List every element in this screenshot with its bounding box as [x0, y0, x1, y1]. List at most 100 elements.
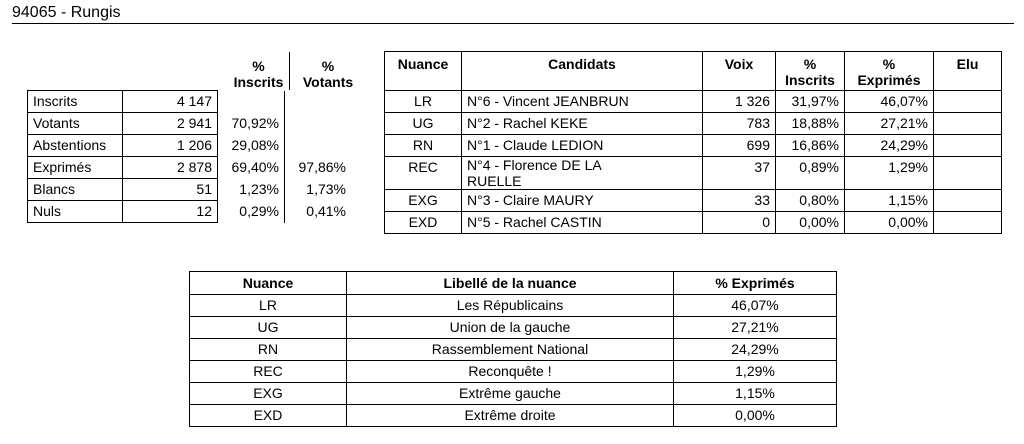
cell-pct-exprimes: 1,29%	[673, 360, 837, 383]
row-pct-votants: 0,41%	[284, 200, 351, 223]
cell-nuance: EXG	[384, 189, 462, 212]
cell-pct-exprimes: 24,29%	[673, 338, 837, 361]
cell-pct-inscrits: 0,00%	[775, 211, 845, 234]
col-pct-inscrits: % Inscrits	[775, 51, 845, 91]
cell-candidate: N°6 - Vincent JEANBRUN	[461, 90, 703, 113]
col-nuance: Nuance	[384, 51, 462, 91]
table-row: REC N°4 - Florence DE LA RUELLE 37 0,89%…	[384, 156, 1002, 190]
table-row: Nuls 12 0,29% 0,41%	[27, 200, 351, 223]
table-row: RN Rassemblement National 24,29%	[189, 338, 837, 361]
cell-elu	[933, 134, 1002, 157]
cell-pct-exprimes: 1,29%	[844, 156, 934, 190]
row-label: Exprimés	[27, 156, 123, 179]
cell-elu	[933, 90, 1002, 113]
row-pct-inscrits: 70,92%	[231, 115, 279, 131]
cell-nuance: UG	[384, 112, 462, 135]
page-title: 94065 - Rungis	[12, 4, 121, 21]
cell-nuance: UG	[189, 316, 347, 339]
table-row: LR Les Républicains 46,07%	[189, 294, 837, 317]
cell-pct-inscrits: 0,89%	[775, 156, 845, 190]
inscrits-label: Inscrits	[785, 72, 835, 88]
col-pct-exprimes: % Exprimés	[673, 271, 837, 295]
summary-header: % Inscrits % Votants	[25, 52, 363, 91]
cell-nuance: REC	[189, 360, 347, 383]
cell-voix: 699	[702, 134, 776, 157]
pct-symbol: %	[252, 58, 265, 74]
table-row: Inscrits 4 147	[27, 90, 351, 113]
candidates-table: Nuance Candidats Voix % Inscrits % Expri…	[384, 51, 1002, 234]
table-row: EXD Extrême droite 0,00%	[189, 404, 837, 427]
cell-voix: 33	[702, 189, 776, 212]
cell-pct-exprimes: 27,21%	[673, 316, 837, 339]
cell-pct-inscrits: 16,86%	[775, 134, 845, 157]
col-nuance: Nuance	[189, 271, 347, 295]
pct-symbol: %	[882, 56, 896, 72]
cell-pct-exprimes: 1,15%	[844, 189, 934, 212]
cell-nuance: RN	[384, 134, 462, 157]
votants-label: Votants	[302, 74, 354, 90]
row-label: Inscrits	[27, 90, 123, 113]
row-pct-votants: 97,86%	[284, 156, 351, 179]
table-row: UG Union de la gauche 27,21%	[189, 316, 837, 339]
summary-header-pct-votants: % Votants	[293, 52, 363, 91]
col-candidats: Candidats	[461, 51, 703, 91]
table-row: LR N°6 - Vincent JEANBRUN 1 326 31,97% 4…	[384, 90, 1002, 113]
table-row: REC Reconquête ! 1,29%	[189, 360, 837, 383]
cell-pct-exprimes: 24,29%	[844, 134, 934, 157]
cell-voix: 37	[702, 156, 776, 190]
cell-libelle: Extrême droite	[346, 404, 674, 427]
cell-nuance: EXG	[189, 382, 347, 405]
cell-candidate: N°5 - Rachel CASTIN	[461, 211, 703, 234]
cell-pct-exprimes: 27,21%	[844, 112, 934, 135]
summary-header-divider	[289, 52, 290, 90]
row-pct-inscrits	[218, 91, 285, 113]
cell-pct-exprimes: 1,15%	[673, 382, 837, 405]
cell-candidate: N°3 - Claire MAURY	[461, 189, 703, 212]
title-divider	[12, 23, 1014, 24]
cell-candidate: N°2 - Rachel KEKE	[461, 112, 703, 135]
cell-candidate: N°1 - Claude LEDION	[461, 134, 703, 157]
table-row: UG N°2 - Rachel KEKE 783 18,88% 27,21%	[384, 112, 1002, 135]
row-label: Abstentions	[27, 134, 123, 157]
table-row: Exprimés 2 878 69,40% 97,86%	[27, 156, 351, 179]
cell-pct-exprimes: 0,00%	[673, 404, 837, 427]
cell-pct-exprimes: 46,07%	[673, 294, 837, 317]
cell-pct-inscrits: 18,88%	[775, 112, 845, 135]
cell-pct-inscrits: 0,80%	[775, 189, 845, 212]
cell-elu	[933, 112, 1002, 135]
cell-libelle: Rassemblement National	[346, 338, 674, 361]
cell-elu	[933, 156, 1002, 190]
cell-voix: 0	[702, 211, 776, 234]
cell-nuance: EXD	[189, 404, 347, 427]
summary-table: Inscrits 4 147 Votants 2 941 70,92% Abst…	[27, 90, 351, 223]
cell-pct-exprimes: 0,00%	[844, 211, 934, 234]
col-pct-exprimes: % Exprimés	[844, 51, 934, 91]
table-row: Blancs 51 1,23% 1,73%	[27, 178, 351, 201]
row-label: Blancs	[27, 178, 123, 201]
table-header-row: Nuance Candidats Voix % Inscrits % Expri…	[384, 51, 1002, 91]
cell-elu	[933, 211, 1002, 234]
table-row: Votants 2 941 70,92%	[27, 112, 351, 135]
row-value: 51	[122, 178, 218, 201]
cell-nuance: RN	[189, 338, 347, 361]
row-pct-votants	[284, 90, 351, 113]
cell-nuance: REC	[384, 156, 462, 190]
col-voix: Voix	[702, 51, 776, 91]
cell-pct-inscrits: 31,97%	[775, 90, 845, 113]
row-pct-votants	[284, 134, 351, 157]
row-value: 1 206	[122, 134, 218, 157]
pct-symbol: %	[321, 58, 335, 74]
exprimes-label: Exprimés	[857, 72, 921, 88]
summary-header-spacer	[25, 52, 224, 91]
row-pct-inscrits: 29,08%	[231, 137, 279, 153]
cell-libelle: Extrême gauche	[346, 382, 674, 405]
row-label: Votants	[27, 112, 123, 135]
cell-nuance: LR	[189, 294, 347, 317]
col-elu: Elu	[933, 51, 1002, 91]
cell-libelle: Reconquête !	[346, 360, 674, 383]
table-header-row: Nuance Libellé de la nuance % Exprimés	[189, 271, 837, 295]
row-value: 2 941	[122, 112, 218, 135]
cell-pct-exprimes: 46,07%	[844, 90, 934, 113]
row-value: 4 147	[122, 90, 218, 113]
table-row: EXD N°5 - Rachel CASTIN 0 0,00% 0,00%	[384, 211, 1002, 234]
